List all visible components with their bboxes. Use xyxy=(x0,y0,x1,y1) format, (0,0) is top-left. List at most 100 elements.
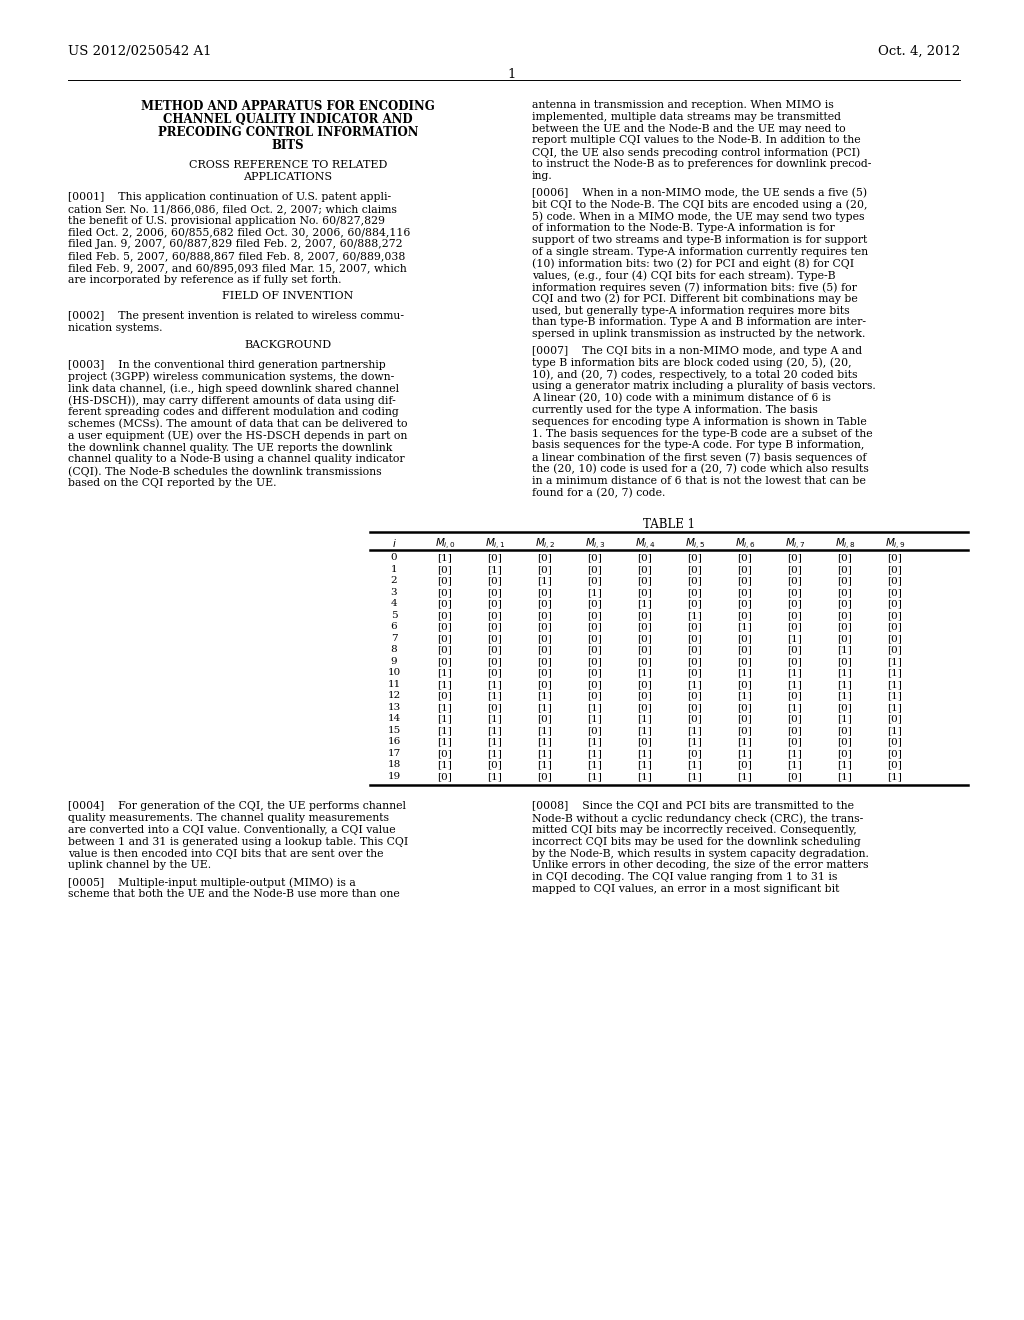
Text: [0]: [0] xyxy=(588,680,602,689)
Text: 16: 16 xyxy=(387,738,400,746)
Text: [1]: [1] xyxy=(787,634,803,643)
Text: [1]: [1] xyxy=(487,772,503,781)
Text: [0]: [0] xyxy=(687,657,702,665)
Text: project (3GPP) wireless communication systems, the down-: project (3GPP) wireless communication sy… xyxy=(68,372,394,383)
Text: [0003]    In the conventional third generation partnership: [0003] In the conventional third generat… xyxy=(68,360,386,370)
Text: [1]: [1] xyxy=(888,680,902,689)
Text: [0]: [0] xyxy=(838,565,852,574)
Text: [0]: [0] xyxy=(737,726,753,735)
Text: $M_{i,0}$: $M_{i,0}$ xyxy=(434,537,456,553)
Text: [0]: [0] xyxy=(638,634,652,643)
Text: sequences for encoding type A information is shown in Table: sequences for encoding type A informatio… xyxy=(532,417,866,426)
Text: [0]: [0] xyxy=(538,623,552,631)
Text: $M_{i,6}$: $M_{i,6}$ xyxy=(734,537,756,553)
Text: [0]: [0] xyxy=(538,565,552,574)
Text: [0]: [0] xyxy=(787,553,803,562)
Text: [1]: [1] xyxy=(687,611,702,620)
Text: of a single stream. Type-A information currently requires ten: of a single stream. Type-A information c… xyxy=(532,247,868,256)
Text: [1]: [1] xyxy=(638,714,652,723)
Text: scheme that both the UE and the Node-B use more than one: scheme that both the UE and the Node-B u… xyxy=(68,888,399,899)
Text: [0]: [0] xyxy=(437,565,453,574)
Text: 3: 3 xyxy=(391,587,397,597)
Text: CQI and two (2) for PCI. Different bit combinations may be: CQI and two (2) for PCI. Different bit c… xyxy=(532,294,858,305)
Text: [1]: [1] xyxy=(487,714,503,723)
Text: [1]: [1] xyxy=(687,726,702,735)
Text: [0]: [0] xyxy=(437,657,453,665)
Text: [0]: [0] xyxy=(838,587,852,597)
Text: [0]: [0] xyxy=(787,565,803,574)
Text: [1]: [1] xyxy=(638,726,652,735)
Text: [0]: [0] xyxy=(437,748,453,758)
Text: 6: 6 xyxy=(391,623,397,631)
Text: [0]: [0] xyxy=(638,553,652,562)
Text: [1]: [1] xyxy=(437,702,453,711)
Text: [0]: [0] xyxy=(538,634,552,643)
Text: values, (e.g., four (4) CQI bits for each stream). Type-B: values, (e.g., four (4) CQI bits for eac… xyxy=(532,271,836,281)
Text: [0]: [0] xyxy=(538,587,552,597)
Text: filed Jan. 9, 2007, 60/887,829 filed Feb. 2, 2007, 60/888,272: filed Jan. 9, 2007, 60/887,829 filed Feb… xyxy=(68,239,402,249)
Text: [0]: [0] xyxy=(888,623,902,631)
Text: [1]: [1] xyxy=(538,760,552,770)
Text: [0]: [0] xyxy=(787,657,803,665)
Text: US 2012/0250542 A1: US 2012/0250542 A1 xyxy=(68,45,212,58)
Text: [0]: [0] xyxy=(588,692,602,701)
Text: BACKGROUND: BACKGROUND xyxy=(245,341,332,350)
Text: [0]: [0] xyxy=(888,565,902,574)
Text: [0]: [0] xyxy=(838,657,852,665)
Text: [0]: [0] xyxy=(588,634,602,643)
Text: [0]: [0] xyxy=(588,553,602,562)
Text: [0]: [0] xyxy=(737,702,753,711)
Text: channel quality to a Node-B using a channel quality indicator: channel quality to a Node-B using a chan… xyxy=(68,454,404,465)
Text: [1]: [1] xyxy=(737,692,753,701)
Text: [0]: [0] xyxy=(437,772,453,781)
Text: between 1 and 31 is generated using a lookup table. This CQI: between 1 and 31 is generated using a lo… xyxy=(68,837,409,847)
Text: [1]: [1] xyxy=(538,726,552,735)
Text: ferent spreading codes and different modulation and coding: ferent spreading codes and different mod… xyxy=(68,407,398,417)
Text: [0]: [0] xyxy=(538,645,552,655)
Text: [0]: [0] xyxy=(737,634,753,643)
Text: $M_{i,2}$: $M_{i,2}$ xyxy=(535,537,555,553)
Text: [0]: [0] xyxy=(638,738,652,746)
Text: are incorporated by reference as if fully set forth.: are incorporated by reference as if full… xyxy=(68,275,341,285)
Text: [0]: [0] xyxy=(687,748,702,758)
Text: [0004]    For generation of the CQI, the UE performs channel: [0004] For generation of the CQI, the UE… xyxy=(68,801,406,812)
Text: [1]: [1] xyxy=(838,714,852,723)
Text: [0005]    Multiple-input multiple-output (MIMO) is a: [0005] Multiple-input multiple-output (M… xyxy=(68,878,355,888)
Text: FIELD OF INVENTION: FIELD OF INVENTION xyxy=(222,292,353,301)
Text: [1]: [1] xyxy=(737,668,753,677)
Text: [0]: [0] xyxy=(687,553,702,562)
Text: [1]: [1] xyxy=(538,738,552,746)
Text: in a minimum distance of 6 that is not the lowest that can be: in a minimum distance of 6 that is not t… xyxy=(532,475,866,486)
Text: [1]: [1] xyxy=(437,714,453,723)
Text: [0]: [0] xyxy=(787,714,803,723)
Text: 2: 2 xyxy=(391,577,397,585)
Text: [0]: [0] xyxy=(538,657,552,665)
Text: [0]: [0] xyxy=(787,611,803,620)
Text: [1]: [1] xyxy=(737,623,753,631)
Text: bit CQI to the Node-B. The CQI bits are encoded using a (20,: bit CQI to the Node-B. The CQI bits are … xyxy=(532,199,867,210)
Text: [1]: [1] xyxy=(638,599,652,609)
Text: 9: 9 xyxy=(391,657,397,665)
Text: [0]: [0] xyxy=(737,657,753,665)
Text: [1]: [1] xyxy=(888,692,902,701)
Text: [0]: [0] xyxy=(487,599,503,609)
Text: [1]: [1] xyxy=(588,748,602,758)
Text: [1]: [1] xyxy=(638,748,652,758)
Text: 11: 11 xyxy=(387,680,400,689)
Text: $M_{i,7}$: $M_{i,7}$ xyxy=(784,537,805,553)
Text: Unlike errors in other decoding, the size of the error matters: Unlike errors in other decoding, the siz… xyxy=(532,861,868,870)
Text: [0]: [0] xyxy=(787,623,803,631)
Text: [1]: [1] xyxy=(687,738,702,746)
Text: [1]: [1] xyxy=(737,772,753,781)
Text: [0]: [0] xyxy=(787,577,803,585)
Text: [1]: [1] xyxy=(687,760,702,770)
Text: PRECODING CONTROL INFORMATION: PRECODING CONTROL INFORMATION xyxy=(158,125,418,139)
Text: [0]: [0] xyxy=(538,599,552,609)
Text: [0]: [0] xyxy=(737,680,753,689)
Text: [1]: [1] xyxy=(538,702,552,711)
Text: mitted CQI bits may be incorrectly received. Consequently,: mitted CQI bits may be incorrectly recei… xyxy=(532,825,857,836)
Text: [1]: [1] xyxy=(838,645,852,655)
Text: of information to the Node-B. Type-A information is for: of information to the Node-B. Type-A inf… xyxy=(532,223,835,234)
Text: [0]: [0] xyxy=(787,587,803,597)
Text: 8: 8 xyxy=(391,645,397,655)
